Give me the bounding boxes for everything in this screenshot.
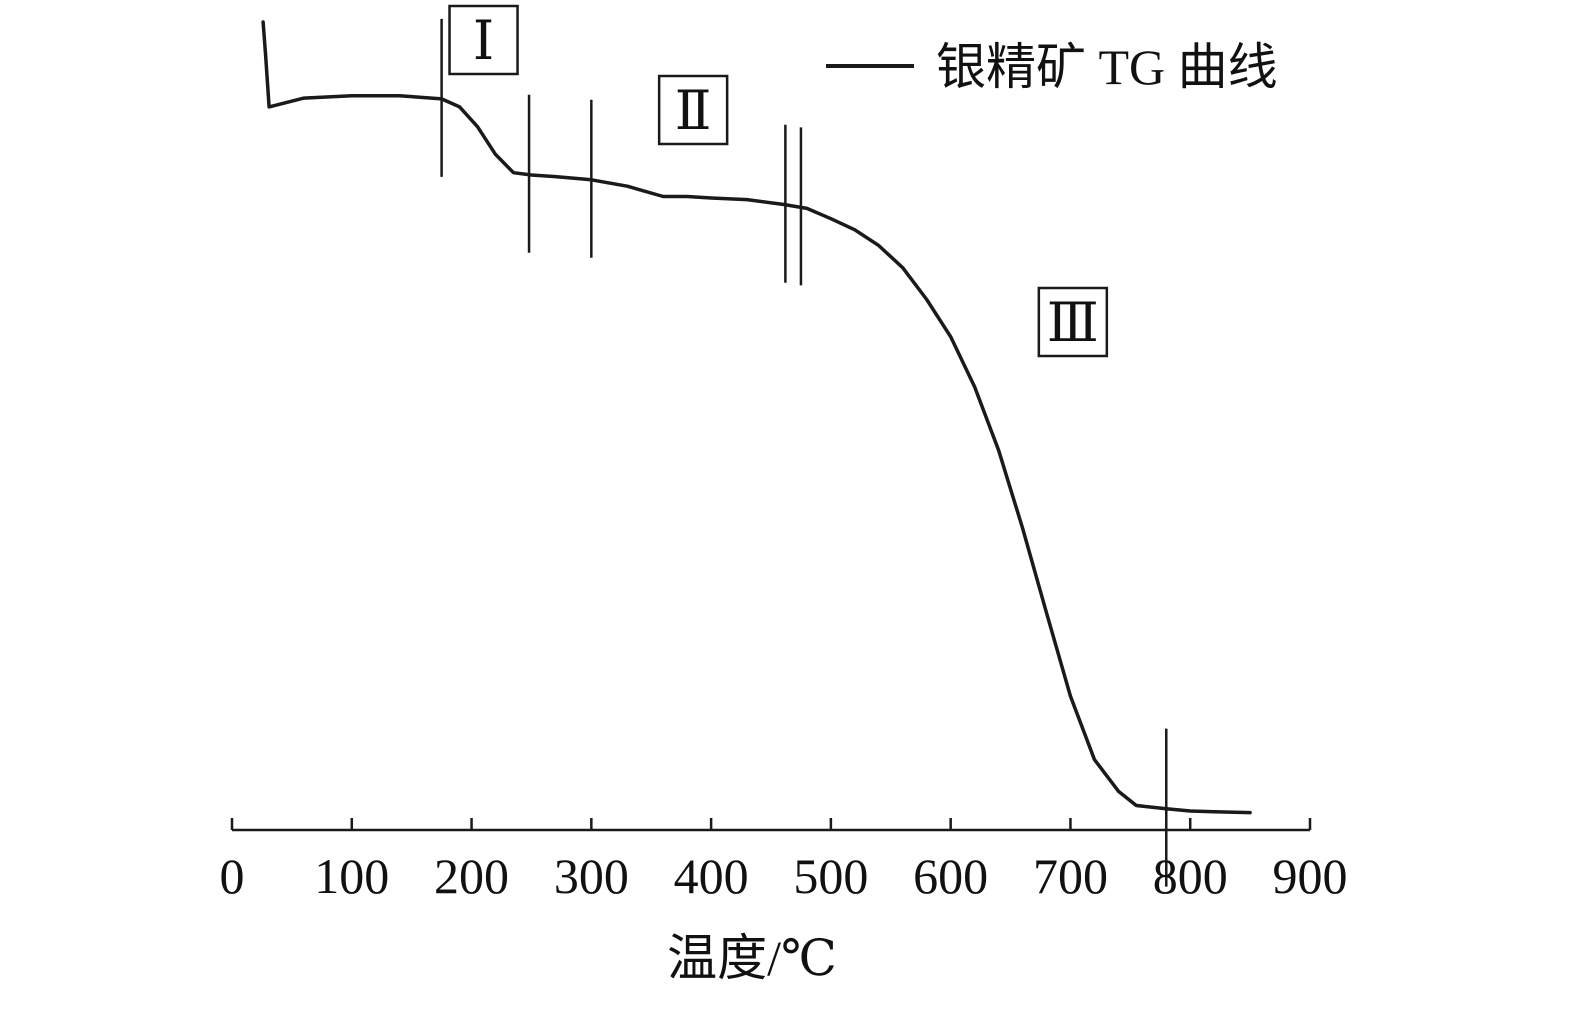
curve-layer xyxy=(261,20,1252,815)
stage-labels: Ⅰ Ⅱ Ⅲ xyxy=(448,4,1109,358)
stage-boundary-lines xyxy=(440,18,1168,887)
stage-label-text: Ⅰ xyxy=(473,11,494,71)
x-tick-label: 100 xyxy=(314,848,389,904)
x-axis: 0 100 200 300 400 500 600 700 800 900 xyxy=(220,818,1348,904)
stage-label-box: Ⅰ xyxy=(448,4,519,76)
tg-curve-line xyxy=(261,20,1252,815)
x-tick-label: 500 xyxy=(793,848,868,904)
stage-label-frame xyxy=(657,74,729,146)
x-tick-label: 300 xyxy=(554,848,629,904)
x-tick-label: 400 xyxy=(674,848,749,904)
x-axis-title: 温度/℃ xyxy=(667,930,837,986)
stage-label-box: Ⅲ xyxy=(1037,286,1109,358)
stage-label-frame xyxy=(1037,286,1109,358)
x-tick-label: 0 xyxy=(220,848,245,904)
stage-label-text: Ⅲ xyxy=(1047,293,1099,353)
x-tick-label: 600 xyxy=(913,848,988,904)
legend: 银精矿 TG 曲线 xyxy=(826,39,1278,95)
stage-label-box: Ⅱ xyxy=(657,74,729,146)
x-tick-label: 700 xyxy=(1033,848,1108,904)
stage-label-text: Ⅱ xyxy=(675,81,712,141)
x-tick-label: 200 xyxy=(434,848,509,904)
x-tick-label: 900 xyxy=(1273,848,1348,904)
stage-label-frame xyxy=(448,4,519,76)
legend-label: 银精矿 TG 曲线 xyxy=(936,39,1278,95)
x-tick-label: 800 xyxy=(1153,848,1228,904)
